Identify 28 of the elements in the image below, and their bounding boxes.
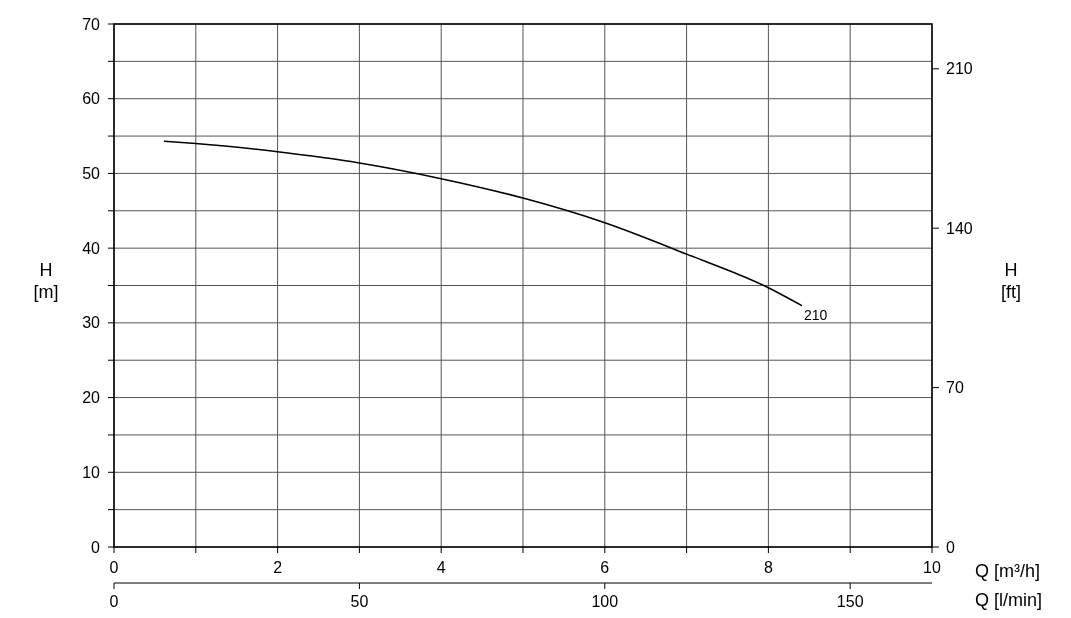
y-tick-label: 40 xyxy=(82,239,101,257)
line-series xyxy=(163,140,803,307)
x-tick-label: 2 xyxy=(273,559,283,576)
y-tick-label: 60 xyxy=(82,90,101,108)
y2-axis-title: H [ft] xyxy=(1000,260,1022,302)
y2-tick-label: 210 xyxy=(946,60,973,78)
x2-tick-label: 100 xyxy=(591,593,619,610)
x-tick-label: 10 xyxy=(923,559,941,576)
y2-tick-label: 70 xyxy=(946,379,964,397)
x-axis-title: Q [m³/h] xyxy=(975,561,1041,581)
y-tick-label: 0 xyxy=(91,538,101,556)
series-label: 210 xyxy=(803,306,828,323)
x-tick-label: 6 xyxy=(600,559,610,576)
y2-tick-label: 0 xyxy=(946,538,955,556)
y-tick-label: 30 xyxy=(82,314,101,332)
x2-axis-title: Q [l/min] xyxy=(975,590,1043,610)
x2-tick-label: 0 xyxy=(109,593,119,610)
y-tick-label: 70 xyxy=(82,15,101,33)
y-tick-label: 10 xyxy=(82,463,101,481)
x-tick-label: 4 xyxy=(436,559,446,576)
y-axis-title: H [m] xyxy=(33,260,59,302)
x2-tick-label: 150 xyxy=(836,593,864,610)
y-tick-label: 50 xyxy=(82,165,101,183)
x2-tick-label: 50 xyxy=(350,593,369,610)
y2-tick-label: 140 xyxy=(946,219,973,237)
x-tick-label: 0 xyxy=(109,559,119,576)
y-tick-label: 20 xyxy=(82,389,101,407)
x-tick-label: 8 xyxy=(763,559,773,576)
